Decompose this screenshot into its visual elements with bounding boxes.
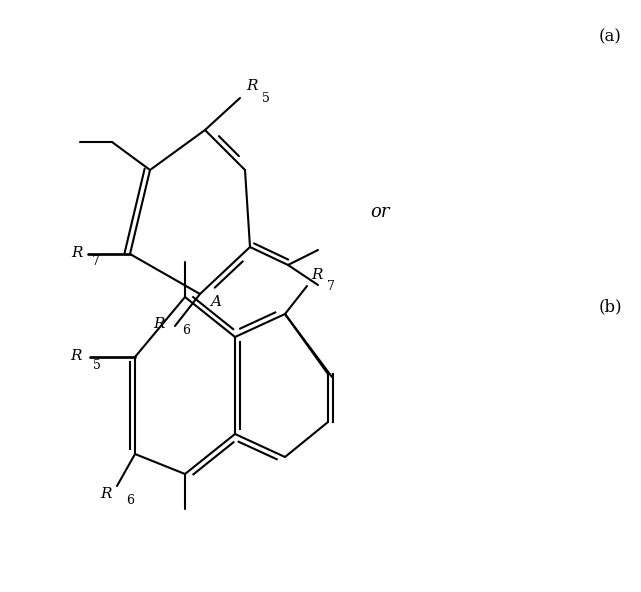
Text: 7: 7: [92, 255, 100, 268]
Text: (b): (b): [598, 298, 622, 316]
Text: R: R: [101, 487, 112, 501]
Text: 7: 7: [327, 279, 335, 292]
Text: R: R: [71, 349, 82, 363]
Text: A: A: [210, 295, 221, 309]
Text: or: or: [370, 203, 390, 221]
Text: 6: 6: [126, 494, 134, 507]
Text: 5: 5: [262, 92, 270, 105]
Text: R: R: [311, 268, 322, 282]
Text: R: R: [72, 246, 83, 260]
Text: R: R: [153, 317, 165, 331]
Text: 5: 5: [93, 359, 101, 372]
Text: (a): (a): [599, 28, 621, 46]
Text: R: R: [246, 79, 258, 93]
Text: 6: 6: [182, 323, 190, 336]
